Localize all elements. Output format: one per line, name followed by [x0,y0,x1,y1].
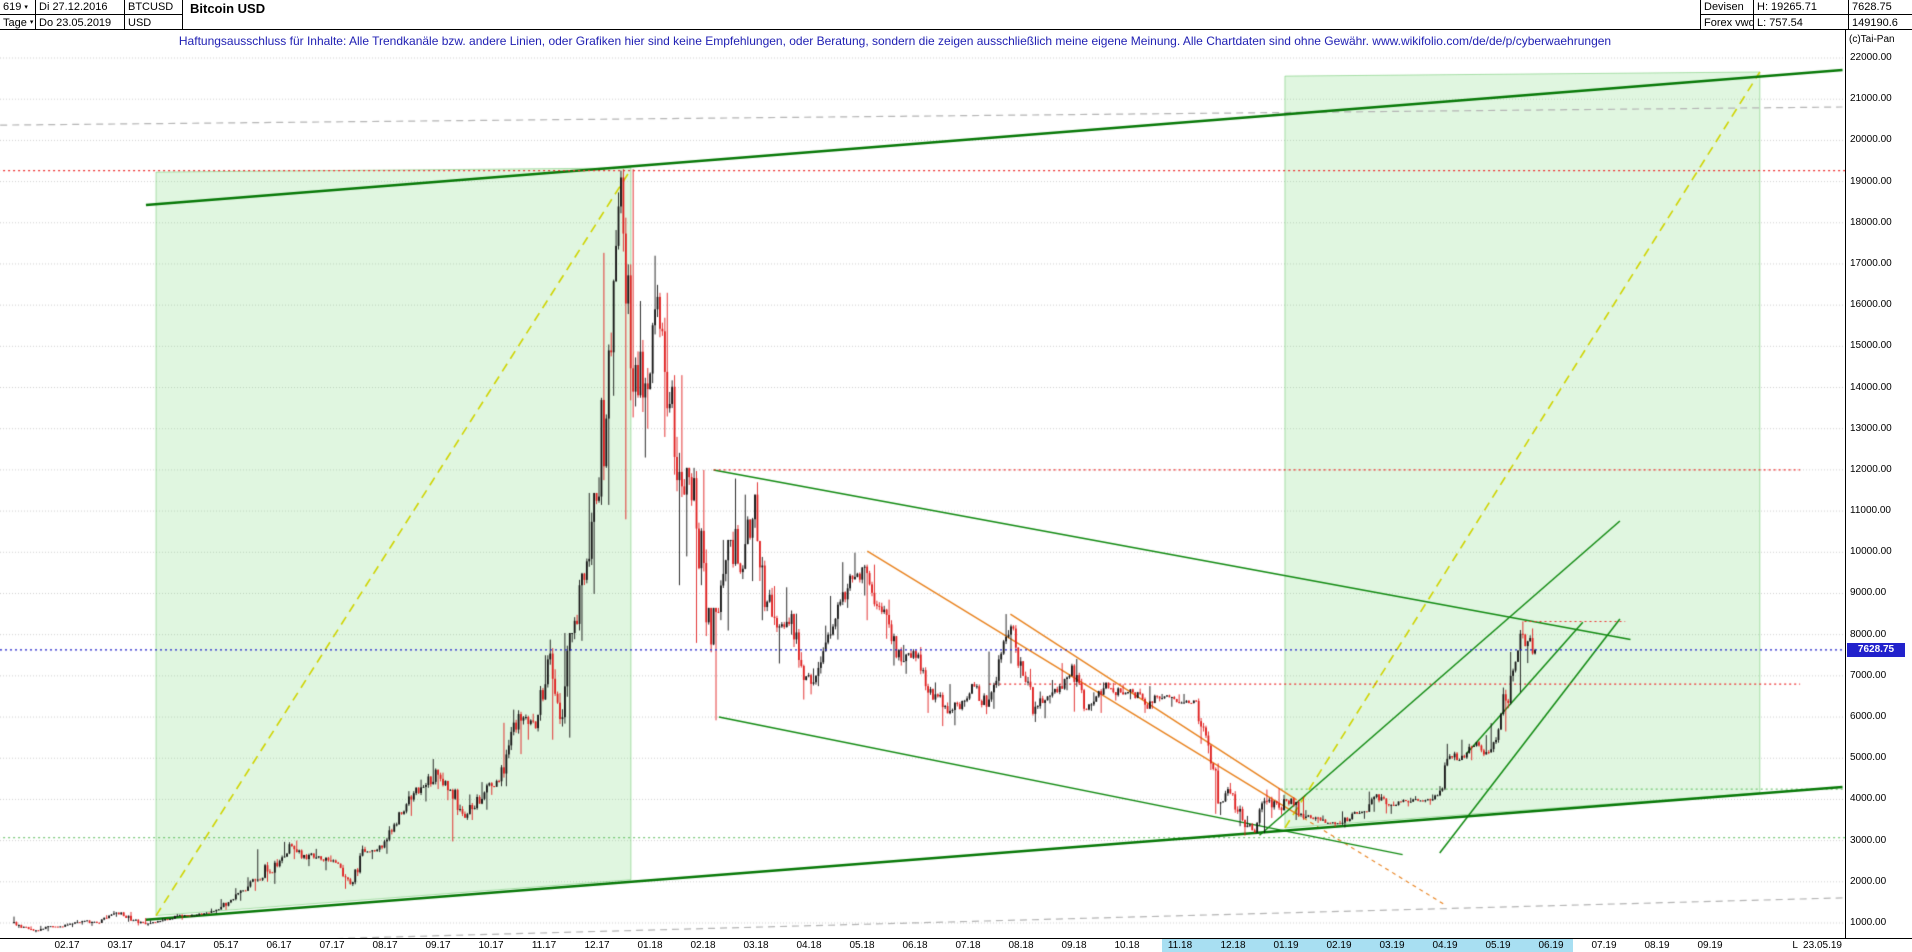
copyright-label: (c)Tai-Pan [1849,34,1895,45]
price-chart-canvas[interactable] [0,30,1845,938]
data-source-label: Forex vwd [1700,15,1753,30]
x-axis-label: 04.18 [796,940,822,951]
plot-border-right [1845,30,1846,938]
y-axis-label: 13000.00 [1850,422,1892,434]
x-axis-highlight-band [1162,939,1573,952]
dropdown-arrow-icon: ▾ [24,3,28,11]
chart-title: Bitcoin USD [190,0,266,16]
y-axis-label: 6000.00 [1850,711,1887,723]
y-axis-label: 11000.00 [1850,505,1891,517]
y-axis-label: 15000.00 [1850,340,1892,352]
x-axis-label: 10.18 [1114,940,1140,951]
y-axis-label: 7000.00 [1850,669,1887,681]
x-axis-label: 04.17 [160,940,186,951]
y-axis-label: 16000.00 [1850,299,1892,311]
x-axis-label: 03.18 [743,940,769,951]
x-axis-label: 03.17 [107,940,133,951]
x-axis-label: 06.18 [902,940,928,951]
x-axis-labels: 02.17 03.17 04.17 05.17 06.17 07.17 08.17 09.17… [0,939,1845,952]
date-from-label: Di 27.12.2016 [36,0,125,15]
x-axis-label: 01.18 [637,940,663,951]
last-price-value: 7628.75 [1848,0,1912,15]
y-axis-label: 10000.00 [1850,546,1892,558]
y-axis-label: 21000.00 [1850,93,1892,105]
last-date-label: L 23.05.19 [1792,940,1842,951]
current-price-tag: 7628.75 [1847,642,1905,657]
x-axis-label: 05.18 [849,940,875,951]
y-axis-label: 4000.00 [1850,793,1887,805]
y-axis-label: 9000.00 [1850,587,1887,599]
y-axis-label: 19000.00 [1850,175,1892,187]
y-axis-label: 3000.00 [1850,834,1887,846]
chart-header: 619 ▾ Tage ▾ Di 27.12.2016 Do 23.05.2019… [0,0,1912,30]
x-axis-label: 07.19 [1591,940,1617,951]
x-axis-label: 12.18 [1220,940,1246,951]
y-axis-label: 8000.00 [1850,628,1887,640]
high-value: H: 19265.71 [1753,0,1848,15]
x-axis-label: 02.18 [690,940,716,951]
x-axis-label: 02.19 [1326,940,1352,951]
low-value: L: 757.54 [1753,15,1848,30]
period-dropdown[interactable]: Tage ▾ [0,15,36,30]
x-axis-label: 08.18 [1008,940,1034,951]
x-axis-label: 09.18 [1061,940,1087,951]
x-axis-label: 10.17 [478,940,504,951]
x-axis-label: 08.19 [1644,940,1670,951]
x-axis-label: 08.17 [372,940,398,951]
x-axis-label: 07.18 [955,940,981,951]
bar-count-value: 619 [3,1,22,13]
x-axis-label: 05.19 [1485,940,1511,951]
x-axis-label: 07.17 [319,940,345,951]
y-axis-label: 5000.00 [1850,752,1887,764]
category-label: Devisen [1700,0,1753,15]
y-axis-label: 17000.00 [1850,257,1892,269]
period-value: Tage [3,16,27,29]
symbol-label: BTCUSD [125,0,183,15]
y-axis[interactable]: 7628.75 22000.00 21000.00 20000.00 19000.00… [1846,0,1912,952]
y-axis-label: 20000.00 [1850,134,1892,146]
volume-value: 149190.6 [1848,15,1912,30]
x-axis[interactable]: 02.17 03.17 04.17 05.17 06.17 07.17 08.17 09.17… [0,938,1912,952]
y-axis-label: 22000.00 [1850,52,1892,63]
disclaimer-text: Haftungsausschluss für Inhalte: Alle Tre… [178,34,1612,48]
y-axis-label: 18000.00 [1850,216,1892,228]
x-axis-label: 11.17 [531,940,557,951]
x-axis-label: 11.18 [1167,940,1193,951]
x-axis-label: 01.19 [1273,940,1299,951]
x-axis-label: 02.17 [54,940,80,951]
y-axis-label: 2000.00 [1850,875,1887,887]
bar-count-dropdown[interactable]: 619 ▾ [0,0,36,15]
y-axis-label: 12000.00 [1850,463,1892,475]
y-axis-label: 1000.00 [1850,916,1887,928]
x-axis-label: 04.19 [1432,940,1458,951]
dropdown-arrow-icon: ▾ [29,19,34,26]
x-axis-label: 03.19 [1379,940,1405,951]
x-axis-label: 06.17 [266,940,292,951]
x-axis-label: 05.17 [213,940,239,951]
currency-label: USD [125,15,183,30]
date-to-label: Do 23.05.2019 [36,15,125,30]
x-axis-label: 09.17 [425,940,451,951]
y-axis-label: 14000.00 [1850,381,1892,393]
x-axis-label: 12.17 [584,940,610,951]
x-axis-label: 09.19 [1697,940,1723,951]
x-axis-label: 06.19 [1538,940,1564,951]
